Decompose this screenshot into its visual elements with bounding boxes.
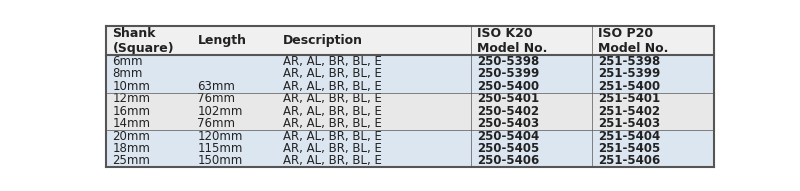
Text: AR, AL, BR, BL, E: AR, AL, BR, BL, E [282,117,382,130]
Bar [106,142,714,155]
Text: 250-5398: 250-5398 [477,55,539,68]
Text: 251-5398: 251-5398 [598,55,661,68]
Text: 10mm: 10mm [112,80,150,93]
Text: 250-5403: 250-5403 [477,117,539,130]
Bar [106,155,714,167]
Text: 120mm: 120mm [198,129,243,142]
Text: AR, AL, BR, BL, E: AR, AL, BR, BL, E [282,55,382,68]
Text: 251-5399: 251-5399 [598,67,661,80]
Text: Description: Description [282,34,362,47]
Text: AR, AL, BR, BL, E: AR, AL, BR, BL, E [282,105,382,118]
Text: AR, AL, BR, BL, E: AR, AL, BR, BL, E [282,92,382,105]
Text: AR, AL, BR, BL, E: AR, AL, BR, BL, E [282,154,382,167]
Text: AR, AL, BR, BL, E: AR, AL, BR, BL, E [282,142,382,155]
Text: AR, AL, BR, BL, E: AR, AL, BR, BL, E [282,129,382,142]
Bar [106,80,714,92]
Text: 250-5399: 250-5399 [477,67,539,80]
Bar [106,26,714,55]
Text: ISO P20
Model No.: ISO P20 Model No. [598,27,669,55]
Text: 16mm: 16mm [112,105,150,118]
Text: 150mm: 150mm [198,154,242,167]
Text: 20mm: 20mm [112,129,150,142]
Text: 251-5402: 251-5402 [598,105,661,118]
Bar [106,117,714,130]
Text: 251-5404: 251-5404 [598,129,661,142]
Text: 115mm: 115mm [198,142,243,155]
Bar [106,105,714,117]
Text: AR, AL, BR, BL, E: AR, AL, BR, BL, E [282,80,382,93]
Text: 251-5405: 251-5405 [598,142,661,155]
Text: 251-5406: 251-5406 [598,154,661,167]
Text: 251-5401: 251-5401 [598,92,661,105]
Text: 12mm: 12mm [112,92,150,105]
Text: Length: Length [198,34,246,47]
Bar [106,92,714,105]
Text: 250-5404: 250-5404 [477,129,539,142]
Text: 250-5402: 250-5402 [477,105,539,118]
Bar [106,130,714,142]
Text: 6mm: 6mm [112,55,143,68]
Text: 76mm: 76mm [198,117,235,130]
Text: 251-5403: 251-5403 [598,117,661,130]
Text: 76mm: 76mm [198,92,235,105]
Bar [106,55,714,68]
Bar [106,68,714,80]
Text: 8mm: 8mm [112,67,142,80]
Text: Shank
(Square): Shank (Square) [112,27,174,55]
Text: 251-5400: 251-5400 [598,80,661,93]
Text: 250-5406: 250-5406 [477,154,539,167]
Text: 14mm: 14mm [112,117,150,130]
Text: ISO K20
Model No.: ISO K20 Model No. [477,27,547,55]
Text: 18mm: 18mm [112,142,150,155]
Text: 250-5405: 250-5405 [477,142,539,155]
Text: 250-5400: 250-5400 [477,80,539,93]
Text: 250-5401: 250-5401 [477,92,539,105]
Text: 63mm: 63mm [198,80,235,93]
Text: 25mm: 25mm [112,154,150,167]
Text: 102mm: 102mm [198,105,243,118]
Text: AR, AL, BR, BL, E: AR, AL, BR, BL, E [282,67,382,80]
